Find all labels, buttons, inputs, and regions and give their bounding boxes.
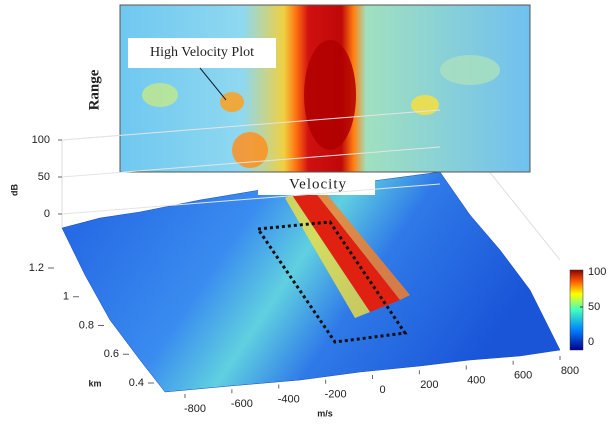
y-axis-label: km <box>88 378 101 388</box>
colorbar-tick-label: 100 <box>588 266 606 278</box>
colorbar-tick-label: 0 <box>588 336 594 348</box>
x-tick-label: 400 <box>467 374 485 386</box>
inset-xlabel-box <box>258 173 375 195</box>
y-tick-label: 0.8 <box>79 319 94 331</box>
x-tick-label: 200 <box>420 379 438 391</box>
x-axis-label: m/s <box>317 408 333 418</box>
x-tick-label: -600 <box>231 398 253 410</box>
y-tick-label: 0.4 <box>129 377 144 389</box>
z-axis-label: dB <box>9 184 19 196</box>
y-tick-label: 1 <box>63 291 69 303</box>
colorbar-tick-label: 50 <box>588 301 600 313</box>
z-tick-label: 0 <box>44 208 50 220</box>
z-grid-line <box>61 109 441 141</box>
y-tick-label: 0.6 <box>104 348 119 360</box>
x-tick-label: 600 <box>514 370 532 382</box>
inset-ylabel: Range <box>86 69 102 110</box>
surface <box>61 171 561 393</box>
z-tick-label: 50 <box>38 171 50 183</box>
highlight-box <box>255 220 408 344</box>
z-grid-line <box>61 146 441 178</box>
inset-blobs <box>142 40 500 168</box>
x-tick-label: 0 <box>379 384 385 396</box>
z-tick-label: 100 <box>32 134 50 146</box>
x-tick-label: 800 <box>561 365 579 377</box>
x-tick-label: -200 <box>325 389 347 401</box>
inset-label-box <box>128 38 276 68</box>
x-tick-label: -800 <box>184 403 206 415</box>
x-tick-label: -400 <box>278 393 300 405</box>
ridge-edge <box>315 192 410 300</box>
y-tick-label: 1.2 <box>29 262 44 274</box>
z-grid-line <box>61 183 441 215</box>
colorbar <box>569 269 584 351</box>
inset-pointer <box>199 67 227 101</box>
inset-label: High Velocity Plot <box>150 45 254 60</box>
inset-xlabel: Velocity <box>289 176 347 192</box>
